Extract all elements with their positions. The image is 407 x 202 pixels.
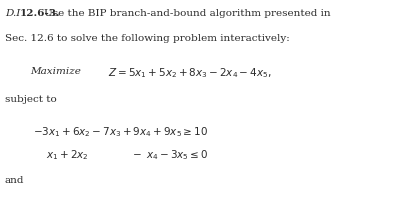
Text: $-\;\; x_4 - 3x_5 \leq 0$: $-\;\; x_4 - 3x_5 \leq 0$ — [132, 148, 209, 162]
Text: and: and — [5, 176, 24, 185]
Text: $-3x_1 + 6x_2 - 7x_3 + 9x_4 + 9x_5 \geq 10$: $-3x_1 + 6x_2 - 7x_3 + 9x_4 + 9x_5 \geq … — [33, 125, 208, 139]
Text: Sec. 12.6 to solve the following problem interactively:: Sec. 12.6 to solve the following problem… — [5, 34, 290, 43]
Text: subject to: subject to — [5, 95, 57, 104]
Text: D.I: D.I — [5, 9, 20, 18]
Text: 12.6-3.: 12.6-3. — [20, 9, 60, 18]
Text: for $j = 1, 2, \ldots, 5.$: for $j = 1, 2, \ldots, 5.$ — [118, 201, 202, 202]
Text: Maximize: Maximize — [31, 67, 81, 76]
Text: $x_j$ is binary,: $x_j$ is binary, — [31, 201, 92, 202]
Text: Use the BIP branch-and-bound algorithm presented in: Use the BIP branch-and-bound algorithm p… — [44, 9, 330, 18]
Text: $x_1 + 2x_2$: $x_1 + 2x_2$ — [46, 148, 88, 162]
Text: $Z = 5x_1 + 5x_2 + 8x_3 - 2x_4 - 4x_5,$: $Z = 5x_1 + 5x_2 + 8x_3 - 2x_4 - 4x_5,$ — [108, 67, 271, 80]
